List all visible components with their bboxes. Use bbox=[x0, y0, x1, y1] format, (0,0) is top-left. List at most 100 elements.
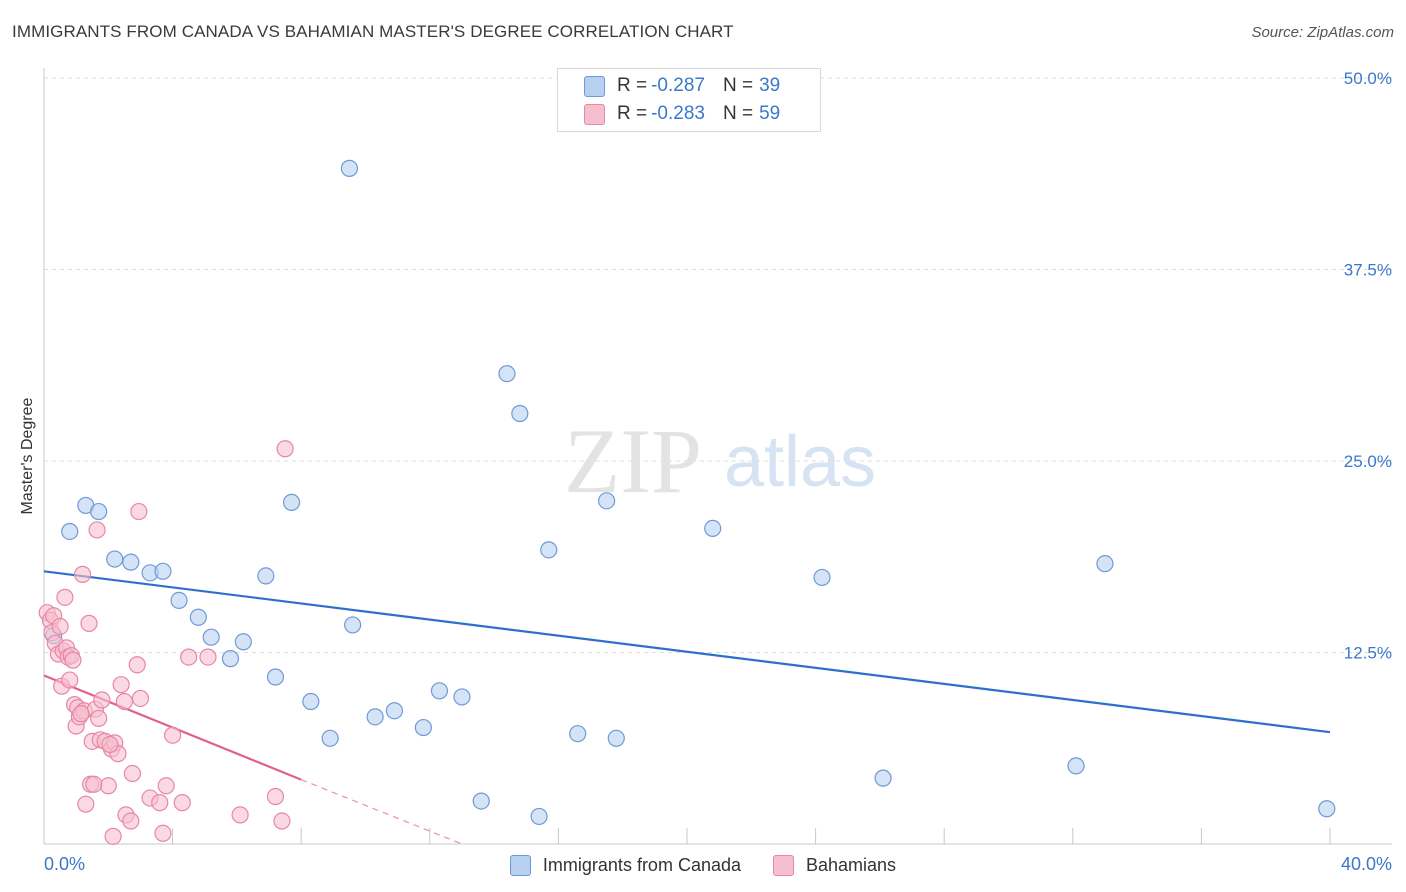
canada-point bbox=[1067, 757, 1085, 775]
bahamas-point bbox=[85, 775, 103, 793]
bahamas-point bbox=[88, 521, 106, 539]
canada-point bbox=[414, 718, 432, 737]
bahamas-point bbox=[112, 676, 130, 694]
canada-point bbox=[430, 682, 449, 700]
canada-point bbox=[569, 725, 587, 743]
bahamas-point bbox=[128, 656, 146, 674]
r-label: R = bbox=[617, 103, 648, 124]
canada-point bbox=[221, 650, 240, 668]
bahamas-point bbox=[164, 726, 182, 744]
y-tick-label: 25.0% bbox=[1344, 452, 1392, 471]
canada-point bbox=[472, 792, 490, 810]
canada-point bbox=[302, 692, 320, 711]
canada-point bbox=[598, 492, 616, 510]
tick-labels: 12.5% 25.0% 37.5% 50.0% 0.0% 40.0% bbox=[44, 69, 1392, 874]
bahamas-point bbox=[266, 787, 285, 806]
bahamas-point bbox=[77, 795, 95, 813]
bahamas-point bbox=[130, 502, 148, 521]
bahamas-legend-swatch bbox=[773, 854, 794, 876]
bahamas-point bbox=[173, 794, 191, 812]
n-label: N = bbox=[722, 103, 754, 124]
bahamas-point bbox=[157, 777, 175, 795]
bahamas-point bbox=[73, 565, 92, 583]
canada-point bbox=[366, 708, 384, 726]
y-tick-label: 37.5% bbox=[1344, 261, 1392, 280]
bahamas-point bbox=[115, 692, 133, 711]
legend-label-bahamas: Bahamians bbox=[806, 854, 897, 875]
legend-row-canada: R = -0.287 N = 39 bbox=[584, 74, 780, 98]
bahamas-point bbox=[276, 440, 294, 458]
bahamas-point bbox=[51, 617, 69, 636]
canada-point bbox=[530, 807, 548, 826]
bahamas-point bbox=[154, 824, 172, 842]
n-value-canada: 39 bbox=[759, 75, 781, 96]
bahamas-point bbox=[93, 691, 111, 709]
canada-point bbox=[607, 729, 625, 747]
r-value-canada: -0.287 bbox=[651, 75, 705, 96]
canada-point bbox=[154, 562, 172, 580]
canada-point bbox=[282, 493, 301, 511]
canada-point bbox=[1318, 800, 1336, 818]
bahamas-point bbox=[101, 735, 119, 754]
canada-point bbox=[385, 702, 404, 720]
x-tick-label-min: 0.0% bbox=[44, 854, 85, 874]
canada-trend-line bbox=[43, 570, 1331, 734]
bahamas-point bbox=[90, 709, 108, 727]
y-tick-label: 50.0% bbox=[1344, 69, 1392, 88]
bahamas-swatch bbox=[584, 103, 605, 125]
y-axis-label: Master's Degree bbox=[19, 397, 36, 515]
canada-point bbox=[813, 568, 831, 587]
bahamas-point bbox=[231, 806, 249, 824]
bahamas-point bbox=[180, 648, 198, 666]
bahamas-point bbox=[99, 777, 117, 795]
r-label: R = bbox=[617, 75, 648, 96]
x-tick-label-max: 40.0% bbox=[1341, 854, 1392, 874]
canada-point bbox=[1096, 555, 1114, 573]
watermark-zip: ZIP bbox=[564, 410, 702, 512]
grid-lines bbox=[44, 77, 1392, 653]
bahamas-point bbox=[199, 648, 217, 666]
bahamas-point bbox=[273, 812, 291, 830]
canada-legend-swatch bbox=[509, 854, 531, 876]
legend-item-bahamas[interactable]: Bahamians bbox=[773, 854, 897, 876]
bahamas-point bbox=[56, 588, 74, 606]
bahamas-point bbox=[72, 705, 90, 723]
canada-point bbox=[266, 668, 285, 686]
canada-point bbox=[340, 159, 359, 177]
correlation-legend: R = -0.287 N = 39 R = -0.283 N = 59 bbox=[557, 68, 821, 132]
canada-point bbox=[704, 519, 722, 538]
canada-point bbox=[321, 729, 339, 747]
canada-point bbox=[257, 567, 275, 585]
data-points bbox=[38, 159, 1336, 845]
bahamas-point bbox=[104, 827, 122, 845]
canada-point bbox=[61, 522, 79, 541]
legend-label-canada: Immigrants from Canada bbox=[542, 854, 741, 875]
source-label: Source: ZipAtlas.com bbox=[1251, 24, 1394, 41]
bahamas-point bbox=[151, 794, 169, 812]
legend-row-bahamas: R = -0.283 N = 59 bbox=[584, 102, 780, 126]
canada-point bbox=[202, 628, 220, 646]
canada-point bbox=[189, 608, 207, 626]
axes bbox=[43, 68, 1392, 845]
canada-point bbox=[90, 502, 108, 521]
n-value-bahamas: 59 bbox=[759, 103, 781, 124]
canada-point bbox=[511, 404, 529, 423]
series-legend: Immigrants from Canada Bahamians bbox=[0, 852, 1406, 878]
canada-point bbox=[344, 616, 362, 634]
y-tick-label: 12.5% bbox=[1344, 644, 1392, 663]
canada-point bbox=[540, 541, 558, 559]
bahamas-point bbox=[123, 764, 142, 783]
legend-item-canada[interactable]: Immigrants from Canada bbox=[509, 854, 741, 876]
canada-point bbox=[498, 365, 516, 383]
canada-point bbox=[122, 553, 140, 571]
bahamas-point bbox=[61, 671, 79, 689]
trend-lines bbox=[43, 570, 1331, 845]
canada-point bbox=[874, 769, 892, 787]
chart-title: IMMIGRANTS FROM CANADA VS BAHAMIAN MASTE… bbox=[12, 22, 734, 41]
bahamas-point bbox=[64, 651, 82, 669]
watermark-atlas: atlas bbox=[724, 422, 876, 502]
bahamas-point bbox=[122, 812, 140, 830]
canada-point bbox=[453, 688, 471, 706]
bahamas-point bbox=[131, 689, 150, 708]
